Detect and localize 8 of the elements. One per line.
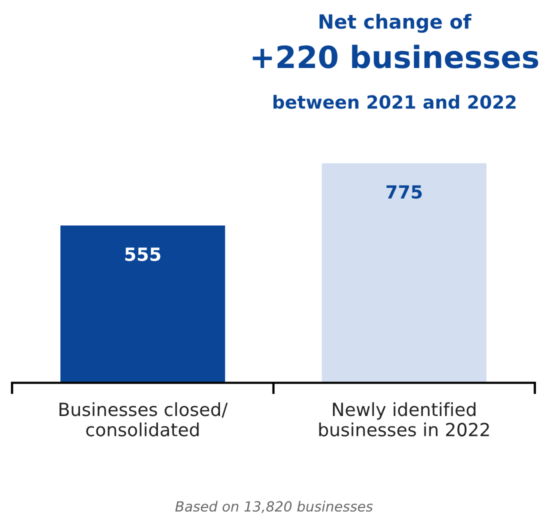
x-tick-label: Newly identified businesses in 2022: [319, 402, 489, 436]
chart-subtitle: +220 businesses: [252, 44, 538, 68]
data-label: 555: [125, 248, 160, 262]
data-label: 775: [386, 185, 422, 199]
x-tick-label: Businesses closed/ consolidated: [60, 402, 228, 436]
chart-title: Net change of: [320, 14, 472, 33]
text: between 2021 and 2022: [274, 94, 516, 109]
text: Based on 13,820 businesses: [175, 500, 373, 514]
